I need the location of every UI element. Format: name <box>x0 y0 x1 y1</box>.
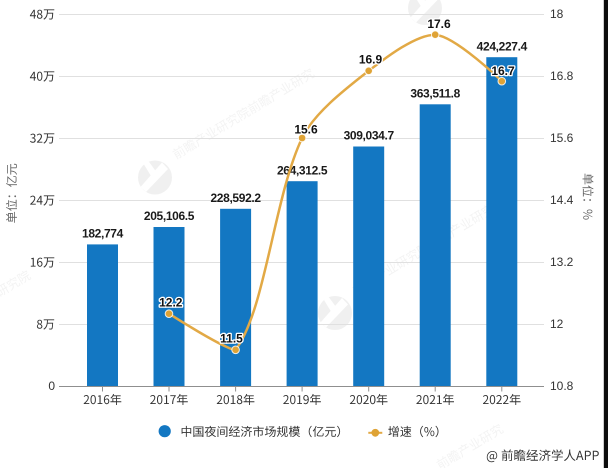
svg-text:15.6: 15.6 <box>294 123 318 137</box>
svg-text:18: 18 <box>550 7 564 21</box>
svg-text:13.2: 13.2 <box>550 255 574 269</box>
svg-text:11.5: 11.5 <box>220 332 243 346</box>
svg-text:16.7: 16.7 <box>491 64 515 78</box>
svg-text:10.8: 10.8 <box>550 379 574 393</box>
svg-text:309,034.7: 309,034.7 <box>344 129 395 143</box>
svg-text:0: 0 <box>48 379 55 393</box>
svg-text:16.8: 16.8 <box>550 69 574 83</box>
svg-text:16.9: 16.9 <box>359 53 383 67</box>
svg-text:15.6: 15.6 <box>550 131 574 145</box>
svg-text:228,592.2: 228,592.2 <box>210 191 261 205</box>
svg-text:17.6: 17.6 <box>427 17 451 31</box>
svg-text:12: 12 <box>550 317 564 331</box>
svg-text:264,312.5: 264,312.5 <box>277 163 328 177</box>
svg-text:424,227.4: 424,227.4 <box>477 39 528 53</box>
svg-text:14.4: 14.4 <box>550 193 574 207</box>
svg-text:205,106.5: 205,106.5 <box>144 209 195 223</box>
svg-text:12.2: 12.2 <box>159 296 183 310</box>
svg-text:182,774: 182,774 <box>82 227 124 241</box>
svg-text:363,511.8: 363,511.8 <box>410 87 460 101</box>
